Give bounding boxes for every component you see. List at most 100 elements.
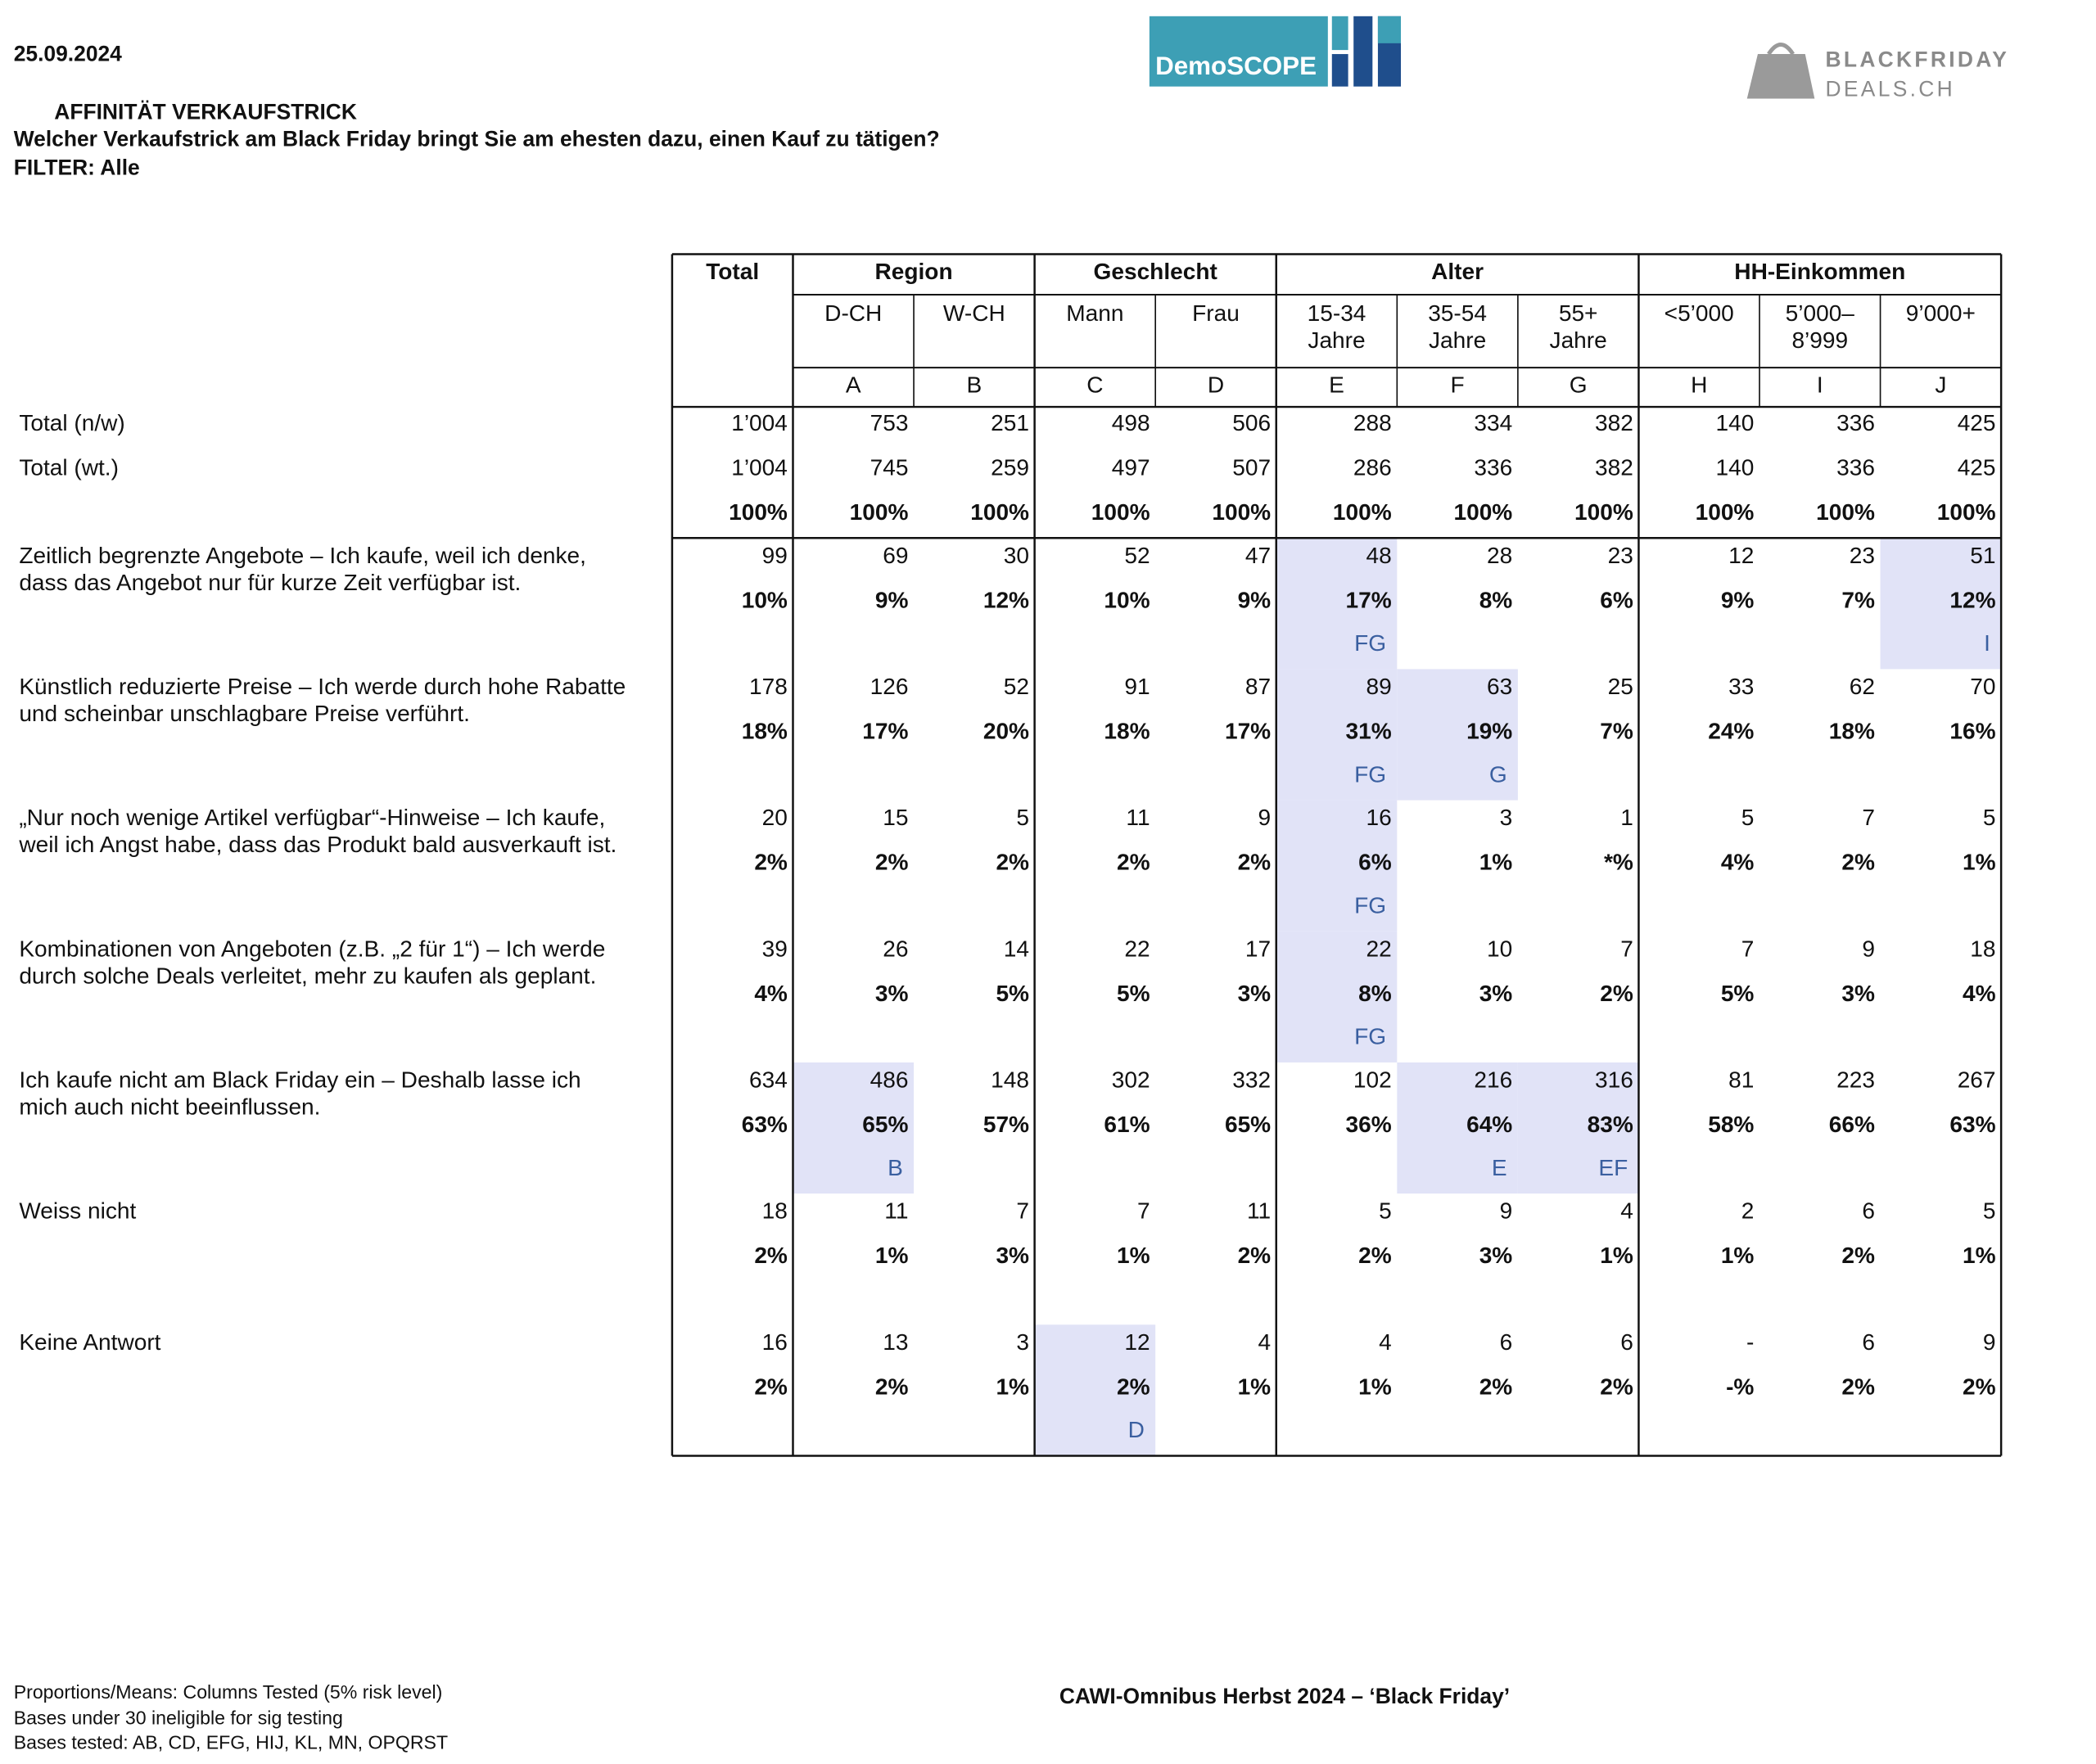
cell: 2%: [1117, 850, 1150, 875]
cell: 251: [991, 410, 1029, 435]
cell: 52: [1004, 674, 1029, 699]
cell: 12%: [1949, 587, 1995, 612]
cell: 100%: [1937, 499, 1996, 525]
cell: 20%: [983, 718, 1029, 743]
sig-highlight: [1276, 669, 1398, 801]
sig-letter: B: [888, 1155, 903, 1180]
cell: 24%: [1708, 718, 1754, 743]
column-letter: F: [1451, 372, 1465, 398]
row-label: Weiss nicht: [19, 1198, 136, 1224]
cell: 100%: [850, 499, 909, 525]
cell: 9%: [1238, 587, 1272, 612]
cell: 14: [1004, 936, 1029, 961]
cell: 100%: [1696, 499, 1755, 525]
column-letter: J: [1935, 372, 1946, 398]
cell: 65%: [1225, 1112, 1271, 1137]
cell: 17%: [1225, 718, 1271, 743]
filter: FILTER: Alle: [14, 155, 140, 179]
row-label: Zeitlich begrenzte Angebote – Ich kaufe,…: [19, 543, 586, 568]
cell: 9: [1862, 936, 1875, 961]
row-label: durch solche Deals verleitet, mehr zu ka…: [19, 963, 596, 988]
cell: 334: [1474, 410, 1512, 435]
cell: 3%: [1841, 981, 1875, 1006]
column-letter: I: [1817, 372, 1823, 398]
cell: 506: [1232, 410, 1271, 435]
cell: 6%: [1358, 850, 1392, 875]
cell: 48: [1366, 543, 1391, 568]
cell: 18%: [742, 718, 788, 743]
cell: 178: [749, 674, 788, 699]
sig-letter: D: [1128, 1417, 1145, 1442]
cell: 100%: [729, 499, 788, 525]
group-header: Region: [875, 259, 953, 284]
cell: 89: [1366, 674, 1391, 699]
logo-bar: [1331, 16, 1348, 51]
cell: 63%: [742, 1112, 788, 1137]
cell: 5: [1983, 805, 1996, 830]
cell: 69: [883, 543, 908, 568]
cell: 498: [1112, 410, 1150, 435]
cell: 12: [1124, 1329, 1150, 1355]
cell: 486: [870, 1067, 909, 1092]
sig-highlight: [1276, 800, 1398, 932]
cell: 18%: [1104, 718, 1150, 743]
cell: 57%: [983, 1112, 1029, 1137]
cell: 87: [1245, 674, 1271, 699]
row-label: weil ich Angst habe, dass das Produkt ba…: [18, 832, 617, 857]
cell: 61%: [1104, 1112, 1150, 1137]
cell: 7: [1741, 936, 1755, 961]
cell: 4: [1258, 1329, 1272, 1355]
cell: 100%: [1091, 499, 1150, 525]
cell: 259: [991, 454, 1029, 480]
row-label: dass das Angebot nur für kurze Zeit verf…: [19, 570, 521, 595]
cell: 126: [870, 674, 909, 699]
cell: 9: [1983, 1329, 1996, 1355]
cell: 6: [1862, 1198, 1875, 1224]
cell: 1’004: [731, 410, 788, 435]
cell: 10: [1487, 936, 1512, 961]
cell: 70: [1970, 674, 1995, 699]
sig-letter: FG: [1354, 630, 1386, 656]
cell: 7%: [1600, 718, 1633, 743]
crosstab: Total Region D-CH A W-CH B Geschlecht Mann C Frau…: [18, 253, 2003, 1457]
cell: 63: [1487, 674, 1512, 699]
cell: 336: [1836, 454, 1875, 480]
column-header: 35-54: [1428, 300, 1487, 326]
cell: *%: [1604, 850, 1633, 875]
cell: 1%: [1963, 1243, 1996, 1268]
bfd-logo: BLACKFRIDAY DEALS.CH: [1746, 43, 2010, 102]
cell: 58%: [1708, 1112, 1754, 1137]
cell: 5: [1983, 1198, 1996, 1224]
cell: 1: [1620, 805, 1633, 830]
cell: 47: [1245, 543, 1271, 568]
column-letter: D: [1208, 372, 1224, 398]
group-header: HH-Einkommen: [1734, 259, 1905, 284]
column-header: 55+: [1559, 300, 1598, 326]
logo-bar: [1377, 16, 1401, 43]
cell: 4%: [754, 981, 788, 1006]
row-label: Kombinationen von Angeboten (z.B. „2 für…: [19, 936, 605, 961]
date: 25.09.2024: [14, 42, 122, 66]
footer-note: Bases under 30 ineligible for sig testin…: [14, 1708, 343, 1729]
sig-letter: G: [1489, 761, 1507, 787]
cell: 99: [762, 543, 788, 568]
logo-text: BLACKFRIDAY: [1826, 47, 2010, 71]
sig-letter: I: [1984, 630, 1990, 656]
cell: 2%: [875, 1374, 909, 1399]
row-label: „Nur noch wenige Artikel verfügbar“-Hinw…: [19, 805, 605, 830]
cell: 4: [1620, 1198, 1633, 1224]
cell: -: [1746, 1329, 1754, 1355]
column-header: Mann: [1066, 300, 1123, 326]
cell: 332: [1232, 1067, 1271, 1092]
logo-bar: [1331, 54, 1348, 87]
cell: 10%: [742, 587, 788, 612]
cell: 16: [762, 1329, 788, 1355]
cell: 3%: [875, 981, 909, 1006]
sig-highlight: [1880, 538, 2002, 670]
cell: 3%: [1238, 981, 1272, 1006]
cell: 2%: [1117, 1374, 1150, 1399]
cell: 3: [1500, 805, 1513, 830]
sig-highlight: [1276, 538, 1398, 670]
cell: 15: [883, 805, 908, 830]
